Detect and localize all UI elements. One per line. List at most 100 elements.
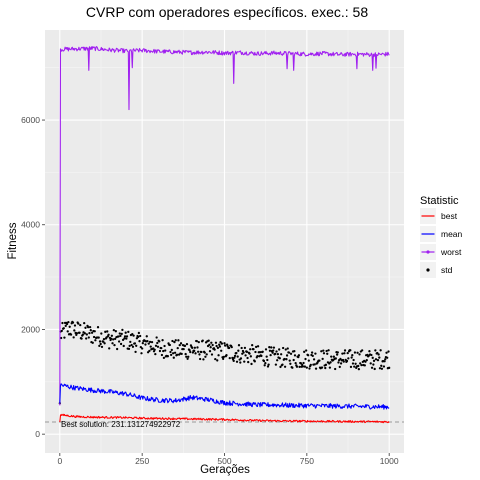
- std-point: [108, 347, 111, 350]
- std-point: [293, 350, 296, 353]
- std-point: [176, 347, 179, 350]
- std-point: [328, 366, 332, 369]
- std-point: [61, 321, 64, 325]
- std-point: [359, 362, 362, 365]
- std-point: [308, 367, 311, 370]
- std-point: [281, 346, 285, 350]
- std-point: [233, 356, 236, 359]
- std-point: [289, 362, 292, 365]
- std-point: [292, 358, 295, 362]
- std-point: [175, 353, 179, 356]
- std-point: [337, 361, 340, 364]
- std-point: [215, 344, 218, 348]
- std-point: [179, 342, 183, 345]
- std-point: [207, 339, 210, 342]
- std-point: [341, 352, 344, 355]
- std-point: [211, 343, 214, 347]
- std-point: [172, 356, 175, 359]
- std-point: [91, 341, 94, 344]
- std-point: [378, 367, 382, 370]
- std-point: [345, 359, 349, 363]
- std-point: [198, 353, 201, 356]
- std-point: [114, 330, 117, 333]
- std-point: [363, 364, 366, 367]
- std-point: [93, 330, 96, 333]
- std-point: [343, 349, 347, 352]
- std-point: [164, 349, 167, 352]
- std-point: [184, 352, 187, 356]
- std-point: [112, 328, 115, 332]
- std-point: [134, 350, 137, 354]
- std-point: [336, 351, 339, 354]
- std-point: [160, 353, 164, 357]
- std-point: [115, 347, 119, 351]
- std-point: [314, 352, 317, 355]
- legend-point-std: [426, 268, 430, 272]
- std-point: [354, 362, 357, 365]
- std-point: [205, 353, 208, 356]
- std-point: [281, 363, 284, 366]
- std-point: [312, 358, 316, 361]
- std-point: [297, 355, 300, 359]
- std-point: [295, 365, 299, 368]
- std-point: [301, 365, 305, 368]
- std-point: [230, 345, 233, 349]
- std-point: [322, 352, 326, 355]
- std-point: [114, 337, 117, 341]
- std-point: [369, 362, 372, 365]
- std-point: [387, 350, 390, 353]
- std-point: [313, 363, 316, 366]
- std-point: [304, 357, 307, 361]
- std-point: [270, 346, 273, 349]
- std-point: [79, 323, 82, 327]
- x-axis-title: Gerações: [200, 464, 250, 476]
- std-point: [104, 330, 107, 333]
- std-point: [73, 324, 77, 327]
- std-point: [320, 350, 323, 353]
- std-point: [171, 352, 175, 355]
- std-point: [130, 343, 133, 347]
- series-std: [58, 320, 391, 405]
- series-mean-line: [59, 383, 390, 410]
- std-point: [272, 349, 275, 352]
- legend-label-std: std: [441, 265, 453, 275]
- std-point: [299, 362, 303, 365]
- std-point: [187, 355, 190, 358]
- std-point: [100, 332, 103, 335]
- std-point: [88, 325, 92, 329]
- std-point: [154, 352, 157, 356]
- std-point: [97, 336, 100, 339]
- std-point: [252, 348, 255, 351]
- std-point: [123, 337, 126, 340]
- std-point: [380, 364, 383, 367]
- std-point: [268, 349, 272, 352]
- std-point: [264, 361, 267, 365]
- std-point: [156, 345, 160, 348]
- std-point: [158, 340, 161, 343]
- std-point: [326, 352, 329, 355]
- std-point: [351, 362, 355, 365]
- std-point: [169, 350, 172, 354]
- std-point: [376, 359, 380, 362]
- std-point: [106, 330, 109, 333]
- std-point: [188, 348, 191, 352]
- std-point: [286, 347, 289, 350]
- std-point: [98, 340, 102, 343]
- std-point: [329, 361, 332, 364]
- std-point: [346, 352, 349, 355]
- std-point: [284, 348, 287, 351]
- std-point: [380, 367, 384, 370]
- std-point: [65, 322, 69, 326]
- std-point: [351, 354, 354, 357]
- std-point: [324, 363, 328, 366]
- std-point: [372, 359, 376, 362]
- std-point: [388, 366, 391, 369]
- std-point: [102, 338, 106, 341]
- std-point: [133, 342, 137, 345]
- std-point: [88, 331, 91, 335]
- std-point: [120, 332, 123, 335]
- std-point: [204, 355, 207, 358]
- std-point: [68, 325, 71, 328]
- std-point: [174, 339, 177, 342]
